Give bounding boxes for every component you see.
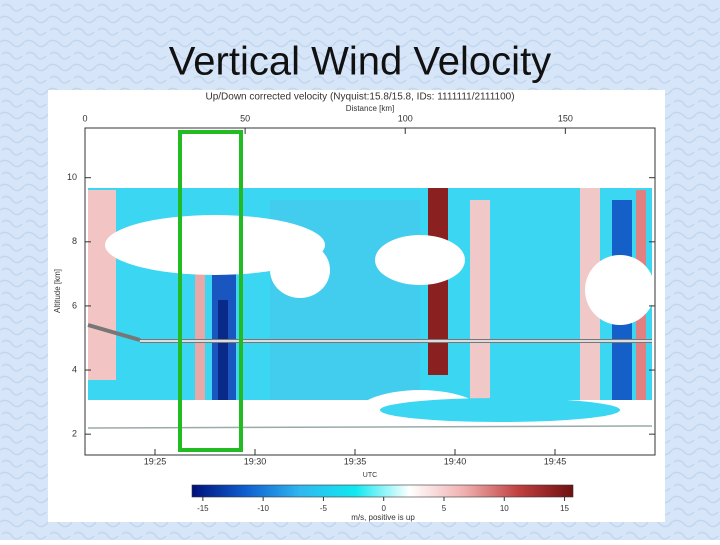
colorbar-tick-label: -15: [197, 504, 209, 513]
x2-tick-label: 0: [82, 113, 87, 123]
colorbar-tick-label: -5: [320, 504, 328, 513]
y-tick-label: 2: [72, 429, 77, 439]
y-tick-label: 6: [72, 300, 77, 310]
slide-title: Vertical Wind Velocity: [169, 40, 551, 84]
highlight-box: [178, 130, 243, 452]
x-tick-label: 19:25: [144, 456, 167, 466]
colorbar: [191, 484, 574, 498]
y-tick-label: 10: [67, 172, 77, 182]
colorbar-tick-label: 10: [500, 504, 509, 513]
x2-tick-label: 100: [398, 113, 413, 123]
colorbar-tick-label: 0: [381, 504, 386, 513]
plot-frame: [84, 127, 656, 456]
x2-tick-label: 150: [558, 113, 573, 123]
plot-title: Up/Down corrected velocity (Nyquist:15.8…: [205, 92, 514, 103]
y-tick-label: 4: [72, 364, 77, 374]
x2-tick-label: 50: [240, 113, 250, 123]
y-label: Altitude [km]: [53, 269, 62, 313]
y-tick-label: 8: [72, 236, 77, 246]
colorbar-label: m/s, positive is up: [351, 513, 415, 522]
x-label: UTC: [363, 472, 377, 479]
x-tick-label: 19:35: [344, 456, 367, 466]
x2-label: Distance [km]: [346, 104, 394, 113]
x-tick-label: 19:45: [544, 456, 567, 466]
velocity-field: [87, 128, 655, 455]
colorbar-tick-label: -10: [257, 504, 269, 513]
colorbar-tick-label: 15: [560, 504, 569, 513]
x-tick-label: 19:40: [444, 456, 467, 466]
colorbar-tick-label: 5: [442, 504, 447, 513]
x-tick-label: 19:30: [244, 456, 267, 466]
